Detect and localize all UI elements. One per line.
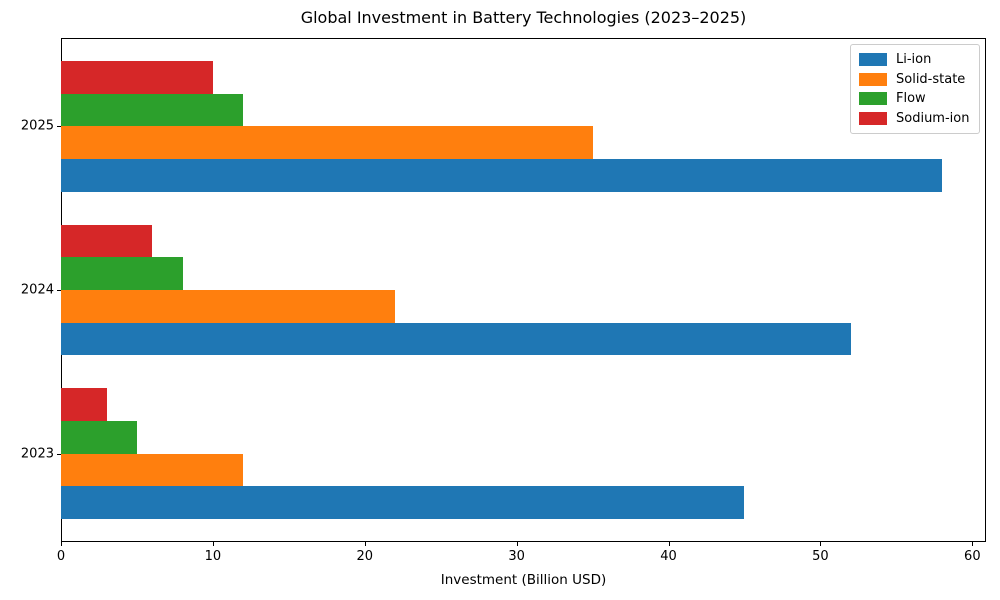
legend-label-solid-state: Solid-state [896, 71, 966, 87]
legend-item-solid-state: Solid-state [859, 70, 971, 90]
legend-item-sodium-ion: Sodium-ion [859, 109, 971, 129]
legend-swatch-sodium-ion [859, 111, 887, 125]
legend-item-flow: Flow [859, 89, 971, 109]
bar-sodium-ion-2024 [61, 224, 153, 258]
bar-li-ion-2025 [61, 159, 942, 192]
bar-flow-2024 [61, 257, 183, 290]
y-tick-label-2025: 2025 [20, 118, 54, 134]
legend-swatch-li-ion [859, 53, 887, 67]
x-tick-label-30: 30 [508, 549, 525, 564]
x-tick-mark-10 [212, 542, 214, 546]
x-tick-mark-50 [820, 542, 822, 546]
bar-flow-2023 [61, 420, 137, 454]
y-tick-mark-2023 [57, 453, 61, 455]
x-axis-label: Investment (Billion USD) [440, 572, 607, 588]
chart-title: Global Investment in Battery Technologie… [300, 8, 747, 27]
bar-solid-state-2023 [61, 453, 244, 487]
y-tick-label-2023: 2023 [20, 446, 54, 462]
x-tick-label-60: 60 [964, 549, 981, 564]
y-tick-mark-2025 [57, 126, 61, 128]
x-tick-mark-40 [668, 542, 670, 546]
legend-swatch-solid-state [859, 72, 887, 86]
bar-li-ion-2024 [61, 322, 851, 356]
bar-solid-state-2025 [61, 126, 593, 160]
x-tick-label-20: 20 [356, 549, 374, 564]
legend-label-sodium-ion: Sodium-ion [896, 110, 970, 126]
x-tick-mark-30 [516, 542, 518, 546]
bar-li-ion-2023 [61, 486, 745, 520]
x-tick-label-40: 40 [660, 549, 677, 564]
x-tick-mark-60 [972, 542, 974, 546]
bar-solid-state-2024 [61, 290, 396, 323]
bar-flow-2025 [61, 93, 244, 127]
x-tick-label-50: 50 [812, 549, 829, 564]
legend-item-li-ion: Li-ion [859, 50, 971, 70]
x-tick-mark-20 [364, 542, 366, 546]
bar-sodium-ion-2025 [61, 60, 213, 94]
x-tick-mark-0 [61, 542, 62, 546]
legend-swatch-flow [859, 92, 887, 106]
y-tick-mark-2024 [57, 290, 61, 291]
legend-label-flow: Flow [896, 91, 926, 107]
x-tick-label-0: 0 [56, 549, 66, 564]
x-tick-label-10: 10 [204, 549, 222, 564]
bar-sodium-ion-2023 [61, 388, 107, 421]
y-tick-label-2024: 2024 [20, 282, 54, 298]
legend: Li-ion Solid-state Flow Sodium-ion [850, 44, 980, 134]
legend-label-li-ion: Li-ion [896, 52, 932, 68]
